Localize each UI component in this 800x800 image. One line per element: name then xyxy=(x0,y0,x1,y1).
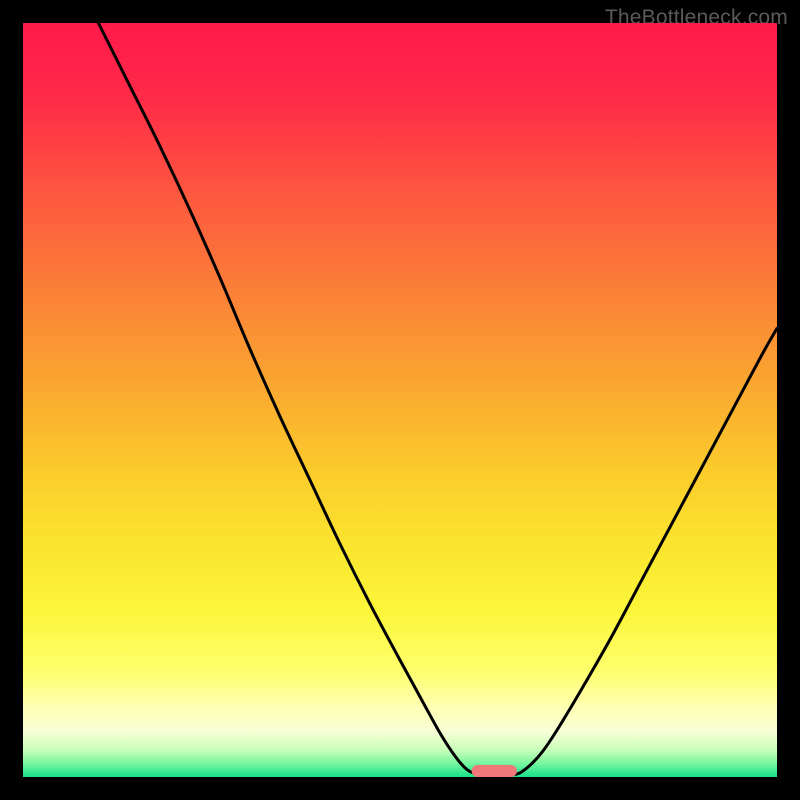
chart-svg xyxy=(23,23,777,777)
gradient-background xyxy=(23,23,777,777)
bottleneck-chart xyxy=(23,23,777,777)
optimal-marker xyxy=(472,765,517,777)
